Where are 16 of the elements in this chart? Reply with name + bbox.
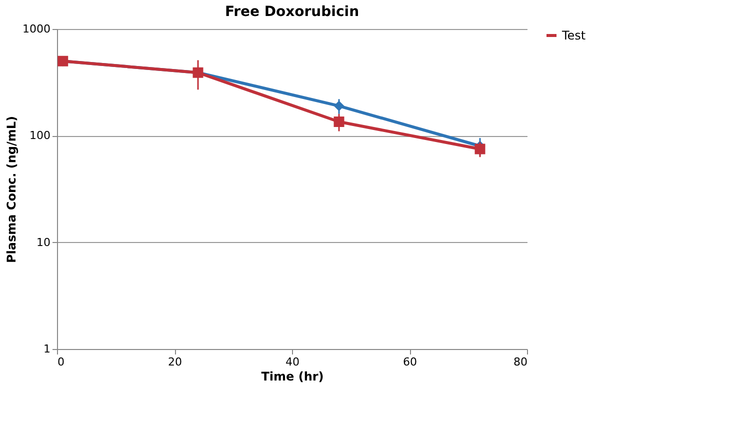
x-tick-label: 0 bbox=[58, 356, 64, 368]
y-tick-label: 1000 bbox=[22, 22, 50, 36]
y-tick-label: 10 bbox=[36, 236, 50, 249]
x-tick-label: 20 bbox=[168, 356, 182, 368]
point bbox=[334, 100, 344, 112]
x-tick-label: 40 bbox=[286, 356, 300, 368]
legend-label: Test bbox=[561, 28, 586, 42]
y-tick-label: 100 bbox=[30, 129, 50, 142]
y-tick-label: 1 bbox=[44, 342, 50, 356]
point bbox=[334, 116, 344, 128]
x-axis-title: Time (hr) bbox=[261, 370, 324, 384]
y-axis-title: Plasma Conc. (ng/mL) bbox=[4, 116, 19, 264]
x-tick-label: 80 bbox=[514, 356, 528, 368]
chart-title: Free Doxorubicin bbox=[224, 4, 360, 20]
point bbox=[474, 144, 486, 154]
x-tick-label: 60 bbox=[403, 356, 417, 368]
